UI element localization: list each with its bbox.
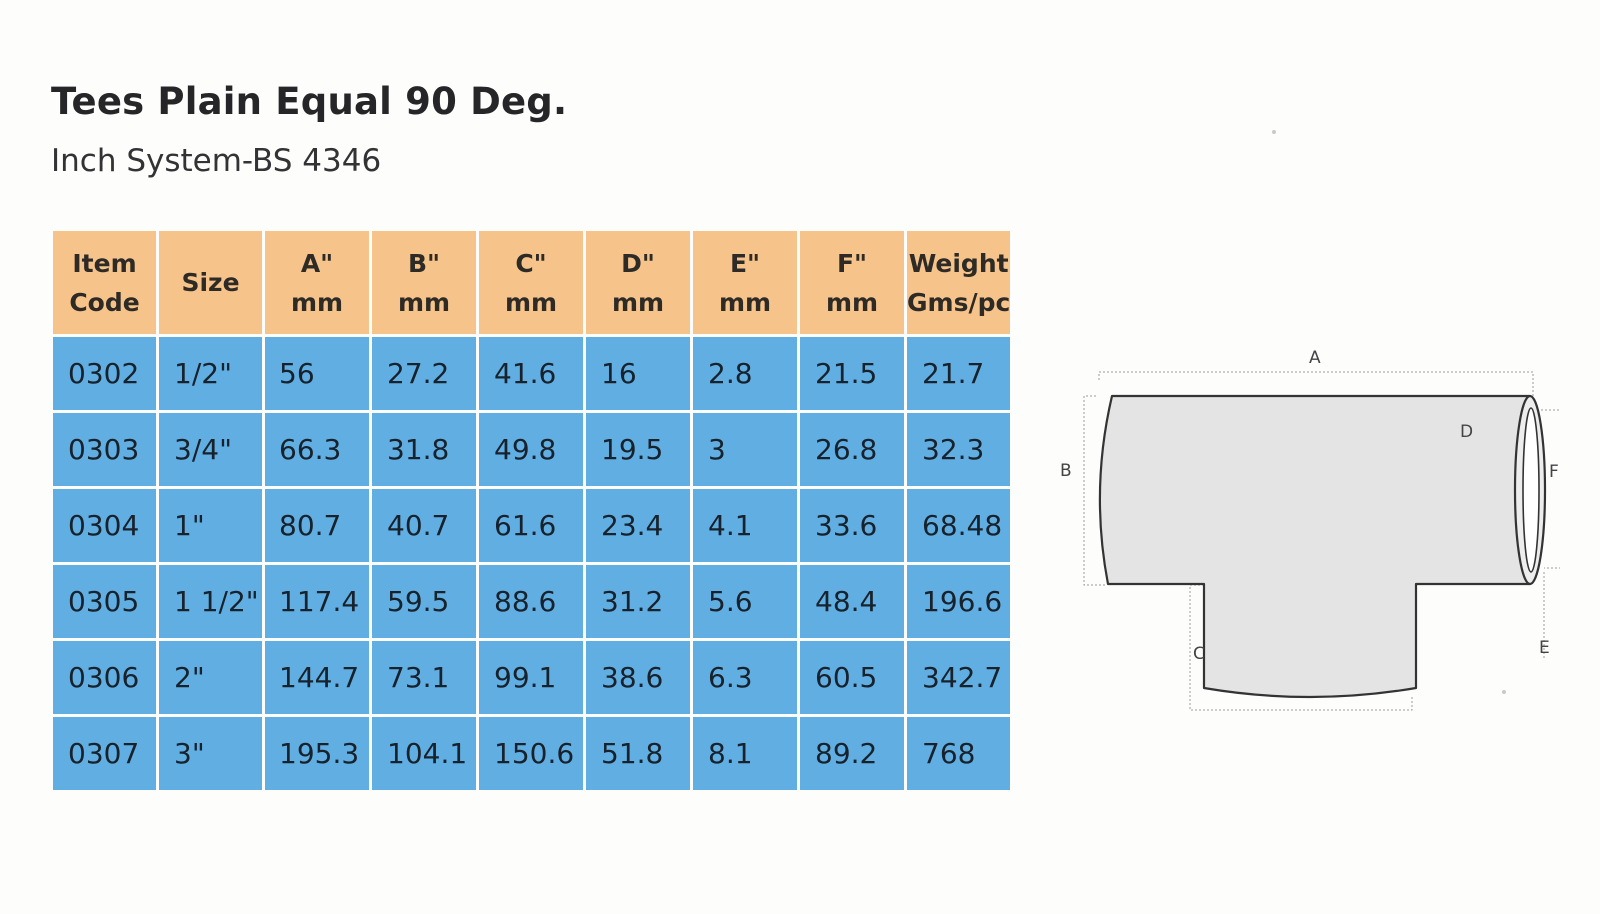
cell-e: 8.1 <box>693 717 797 790</box>
dim-label-a: A <box>1309 348 1321 368</box>
header-a: A" mm <box>265 231 369 334</box>
table-row: 0303 3/4" 66.3 31.8 49.8 19.5 3 26.8 32.… <box>53 413 1011 486</box>
tee-body <box>1098 394 1532 699</box>
dim-label-f: F <box>1549 462 1559 482</box>
cell-size: 3" <box>159 717 262 790</box>
cell-c: 88.6 <box>479 565 583 638</box>
cell-b: 104.1 <box>372 717 476 790</box>
cell-b: 59.5 <box>372 565 476 638</box>
cell-c: 150.6 <box>479 717 583 790</box>
cell-c: 61.6 <box>479 489 583 562</box>
cell-d: 19.5 <box>586 413 690 486</box>
print-speck <box>1272 130 1276 134</box>
page-title: Tees Plain Equal 90 Deg. <box>51 80 568 123</box>
header-weight: Weight Gms/pc <box>907 231 1011 334</box>
cell-d: 51.8 <box>586 717 690 790</box>
cell-f: 48.4 <box>800 565 904 638</box>
spec-table: Item Code Size A" mm B" mm C" mm D" mm <box>50 228 1013 793</box>
cell-size: 1 1/2" <box>159 565 262 638</box>
cell-size: 1/2" <box>159 337 262 410</box>
table-row: 0306 2" 144.7 73.1 99.1 38.6 6.3 60.5 34… <box>53 641 1011 714</box>
cell-a: 66.3 <box>265 413 369 486</box>
print-speck <box>1502 690 1506 694</box>
cell-weight: 196.6 <box>907 565 1011 638</box>
cell-d: 16 <box>586 337 690 410</box>
table-row: 0305 1 1/2" 117.4 59.5 88.6 31.2 5.6 48.… <box>53 565 1011 638</box>
cell-d: 31.2 <box>586 565 690 638</box>
cell-item-code: 0304 <box>53 489 156 562</box>
table-row: 0307 3" 195.3 104.1 150.6 51.8 8.1 89.2 … <box>53 717 1011 790</box>
header-e: E" mm <box>693 231 797 334</box>
header-f: F" mm <box>800 231 904 334</box>
tee-fitting-diagram: A B C D E F <box>1060 348 1560 711</box>
page-subtitle: Inch System-BS 4346 <box>51 143 382 179</box>
cell-weight: 768 <box>907 717 1011 790</box>
cell-weight: 68.48 <box>907 489 1011 562</box>
cell-item-code: 0302 <box>53 337 156 410</box>
cell-weight: 342.7 <box>907 641 1011 714</box>
cell-item-code: 0306 <box>53 641 156 714</box>
dim-label-e: E <box>1539 638 1550 658</box>
cell-size: 2" <box>159 641 262 714</box>
cell-f: 60.5 <box>800 641 904 714</box>
header-c: C" mm <box>479 231 583 334</box>
cell-a: 144.7 <box>265 641 369 714</box>
cell-e: 3 <box>693 413 797 486</box>
cell-a: 117.4 <box>265 565 369 638</box>
cell-c: 41.6 <box>479 337 583 410</box>
header-d: D" mm <box>586 231 690 334</box>
dim-label-d: D <box>1460 422 1473 442</box>
cell-a: 195.3 <box>265 717 369 790</box>
dim-label-b: B <box>1060 461 1072 481</box>
header-size: Size <box>159 231 262 334</box>
cell-f: 33.6 <box>800 489 904 562</box>
cell-c: 49.8 <box>479 413 583 486</box>
header-b: B" mm <box>372 231 476 334</box>
cell-b: 40.7 <box>372 489 476 562</box>
header-item-code: Item Code <box>53 231 156 334</box>
cell-weight: 32.3 <box>907 413 1011 486</box>
cell-item-code: 0305 <box>53 565 156 638</box>
cell-a: 56 <box>265 337 369 410</box>
cell-weight: 21.7 <box>907 337 1011 410</box>
cell-b: 27.2 <box>372 337 476 410</box>
cell-f: 21.5 <box>800 337 904 410</box>
dim-label-c: C <box>1193 644 1205 664</box>
cell-d: 23.4 <box>586 489 690 562</box>
cell-item-code: 0303 <box>53 413 156 486</box>
cell-size: 3/4" <box>159 413 262 486</box>
cell-e: 2.8 <box>693 337 797 410</box>
table-header-row: Item Code Size A" mm B" mm C" mm D" mm <box>53 231 1011 334</box>
cell-a: 80.7 <box>265 489 369 562</box>
cell-e: 6.3 <box>693 641 797 714</box>
table-row: 0304 1" 80.7 40.7 61.6 23.4 4.1 33.6 68.… <box>53 489 1011 562</box>
cell-f: 26.8 <box>800 413 904 486</box>
cell-b: 31.8 <box>372 413 476 486</box>
cell-e: 4.1 <box>693 489 797 562</box>
cell-c: 99.1 <box>479 641 583 714</box>
table-row: 0302 1/2" 56 27.2 41.6 16 2.8 21.5 21.7 <box>53 337 1011 410</box>
cell-size: 1" <box>159 489 262 562</box>
cell-e: 5.6 <box>693 565 797 638</box>
cell-d: 38.6 <box>586 641 690 714</box>
tee-opening-inner <box>1522 407 1540 573</box>
cell-b: 73.1 <box>372 641 476 714</box>
cell-f: 89.2 <box>800 717 904 790</box>
cell-item-code: 0307 <box>53 717 156 790</box>
